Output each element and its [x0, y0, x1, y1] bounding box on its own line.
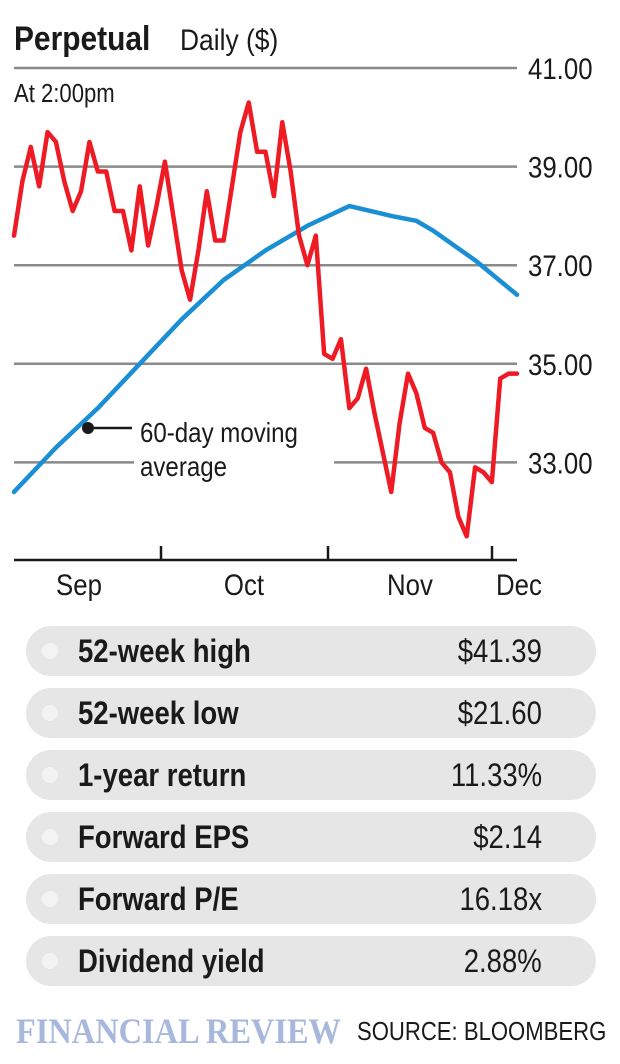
stat-row-forward-eps: Forward EPS $2.14 — [26, 812, 596, 862]
chart-title: Perpetual — [14, 19, 150, 57]
stat-row-52-week-low: 52-week low $21.60 — [26, 688, 596, 738]
stat-row-dividend-yield: Dividend yield 2.88% — [26, 936, 596, 986]
bullet-icon — [42, 705, 58, 721]
stat-value: $21.60 — [457, 695, 542, 731]
stat-label: Forward P/E — [78, 881, 239, 917]
x-tick-label: Sep — [56, 568, 102, 601]
stat-value: 16.18x — [459, 881, 542, 917]
stat-value: $2.14 — [473, 819, 542, 855]
stat-value: 2.88% — [463, 943, 542, 979]
stat-label: 1-year return — [78, 757, 247, 793]
annotation-text: average — [140, 450, 227, 482]
annotation-text: 60-day moving — [140, 416, 298, 448]
annotation-background — [134, 408, 334, 486]
y-tick-label: 35.00 — [528, 348, 593, 381]
bullet-icon — [42, 767, 58, 783]
bullet-icon — [42, 829, 58, 845]
moving-average-line — [11, 203, 520, 495]
x-tick-label: Nov — [387, 568, 433, 601]
x-tick-label: Dec — [496, 568, 542, 601]
y-tick-label: 39.00 — [528, 151, 593, 184]
stat-value: $41.39 — [457, 633, 542, 669]
price-line — [11, 100, 520, 539]
bullet-icon — [42, 891, 58, 907]
stat-label: Forward EPS — [78, 819, 250, 855]
x-tick-label: Oct — [224, 568, 264, 601]
timestamp-label: At 2:00pm — [14, 79, 115, 108]
bullet-icon — [42, 953, 58, 969]
brand-logo: FINANCIAL REVIEW — [16, 1011, 341, 1051]
stat-row-1-year-return: 1-year return 11.33% — [26, 750, 596, 800]
stat-row-forward-pe: Forward P/E 16.18x — [26, 874, 596, 924]
bullet-icon — [42, 643, 58, 659]
y-tick-label: 41.00 — [528, 52, 593, 85]
y-tick-label: 37.00 — [528, 249, 593, 282]
y-tick-label: 33.00 — [528, 447, 593, 480]
stats-panel: 52-week high $41.39 52-week low $21.60 1… — [26, 626, 596, 998]
source-credit: SOURCE: BLOOMBERG — [356, 1016, 606, 1046]
stat-label: 52-week low — [78, 695, 239, 731]
stat-value: 11.33% — [450, 757, 542, 793]
annotation-dot — [82, 422, 94, 434]
stat-label: 52-week high — [78, 633, 251, 669]
stat-label: Dividend yield — [78, 943, 265, 979]
chart-subtitle: Daily ($) — [180, 22, 278, 56]
stat-row-52-week-high: 52-week high $41.39 — [26, 626, 596, 676]
